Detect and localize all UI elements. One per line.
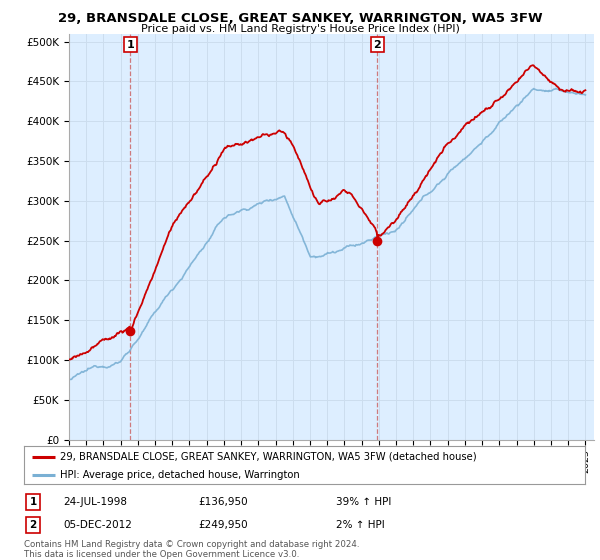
Text: Price paid vs. HM Land Registry's House Price Index (HPI): Price paid vs. HM Land Registry's House …: [140, 24, 460, 34]
Text: Contains HM Land Registry data © Crown copyright and database right 2024.
This d: Contains HM Land Registry data © Crown c…: [24, 540, 359, 559]
Text: 24-JUL-1998: 24-JUL-1998: [63, 497, 127, 507]
Text: 39% ↑ HPI: 39% ↑ HPI: [336, 497, 391, 507]
Text: 29, BRANSDALE CLOSE, GREAT SANKEY, WARRINGTON, WA5 3FW (detached house): 29, BRANSDALE CLOSE, GREAT SANKEY, WARRI…: [61, 451, 477, 461]
Text: 2: 2: [29, 520, 37, 530]
Text: 1: 1: [127, 40, 134, 50]
Text: £249,950: £249,950: [198, 520, 248, 530]
Text: 2% ↑ HPI: 2% ↑ HPI: [336, 520, 385, 530]
Text: 29, BRANSDALE CLOSE, GREAT SANKEY, WARRINGTON, WA5 3FW: 29, BRANSDALE CLOSE, GREAT SANKEY, WARRI…: [58, 12, 542, 25]
Text: 1: 1: [29, 497, 37, 507]
Text: HPI: Average price, detached house, Warrington: HPI: Average price, detached house, Warr…: [61, 470, 300, 480]
Text: 2: 2: [374, 40, 382, 50]
Text: £136,950: £136,950: [198, 497, 248, 507]
Text: 05-DEC-2012: 05-DEC-2012: [63, 520, 132, 530]
